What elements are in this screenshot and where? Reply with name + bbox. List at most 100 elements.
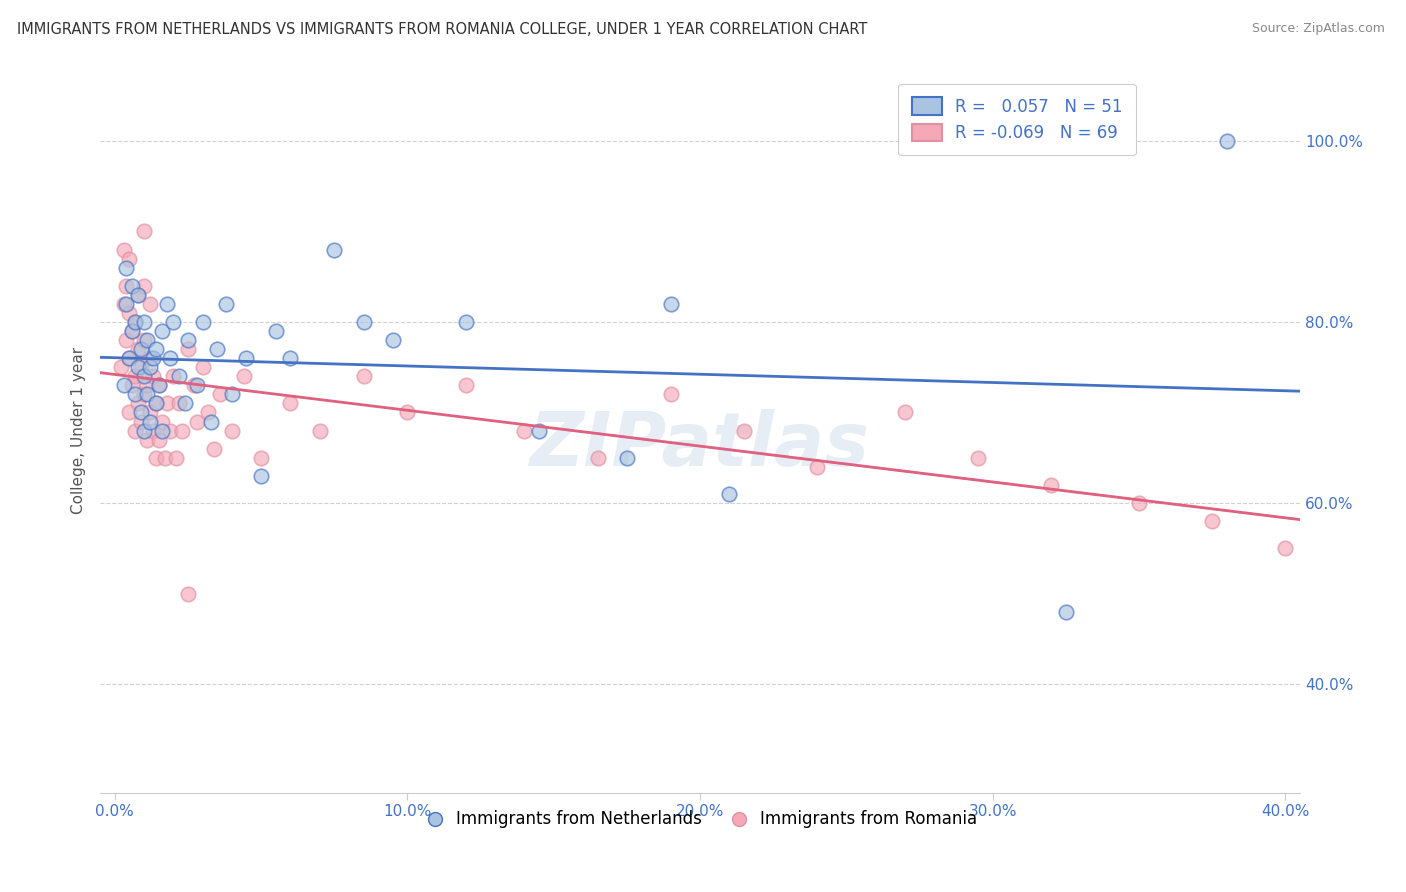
Y-axis label: College, Under 1 year: College, Under 1 year: [72, 347, 86, 514]
Point: [718, 487, 741, 501]
Point: [127, 396, 149, 410]
Point: [1216, 134, 1239, 148]
Point: [186, 378, 208, 392]
Point: [177, 586, 200, 600]
Point: [174, 396, 197, 410]
Point: [1054, 605, 1077, 619]
Point: [118, 351, 141, 366]
Point: [118, 405, 141, 419]
Point: [200, 415, 222, 429]
Point: [139, 415, 162, 429]
Point: [124, 315, 146, 329]
Point: [124, 387, 146, 401]
Point: [115, 333, 138, 347]
Point: [586, 450, 609, 465]
Point: [156, 396, 179, 410]
Point: [659, 387, 682, 401]
Point: [115, 260, 138, 275]
Point: [127, 288, 149, 302]
Point: [132, 369, 155, 384]
Point: [170, 424, 193, 438]
Point: [177, 333, 200, 347]
Point: [118, 306, 141, 320]
Text: IMMIGRANTS FROM NETHERLANDS VS IMMIGRANTS FROM ROMANIA COLLEGE, UNDER 1 YEAR COR: IMMIGRANTS FROM NETHERLANDS VS IMMIGRANT…: [17, 22, 868, 37]
Point: [177, 342, 200, 356]
Point: [132, 278, 155, 293]
Text: ZIPatlas: ZIPatlas: [530, 409, 870, 482]
Point: [197, 405, 219, 419]
Point: [139, 405, 162, 419]
Point: [115, 297, 138, 311]
Point: [167, 369, 190, 384]
Point: [136, 333, 159, 347]
Point: [308, 424, 330, 438]
Point: [112, 378, 135, 392]
Point: [513, 424, 536, 438]
Point: [139, 360, 162, 375]
Point: [142, 351, 165, 366]
Point: [1128, 496, 1150, 510]
Point: [264, 324, 287, 338]
Point: [148, 433, 170, 447]
Point: [115, 278, 138, 293]
Point: [136, 387, 159, 401]
Point: [167, 396, 190, 410]
Point: [353, 369, 375, 384]
Point: [139, 351, 162, 366]
Point: [323, 243, 346, 257]
Point: [215, 297, 238, 311]
Point: [118, 252, 141, 266]
Point: [159, 351, 181, 366]
Point: [142, 424, 165, 438]
Point: [659, 297, 682, 311]
Point: [353, 315, 375, 329]
Point: [616, 450, 638, 465]
Point: [145, 396, 167, 410]
Point: [127, 360, 149, 375]
Point: [221, 424, 243, 438]
Point: [454, 315, 477, 329]
Point: [118, 351, 141, 366]
Point: [124, 424, 146, 438]
Point: [148, 378, 170, 392]
Point: [733, 424, 755, 438]
Point: [112, 297, 135, 311]
Point: [396, 405, 419, 419]
Point: [454, 378, 477, 392]
Point: [110, 360, 132, 375]
Point: [162, 315, 184, 329]
Point: [121, 324, 143, 338]
Point: [1040, 478, 1063, 492]
Point: [250, 468, 273, 483]
Point: [145, 342, 167, 356]
Point: [806, 459, 828, 474]
Point: [183, 378, 205, 392]
Point: [145, 450, 167, 465]
Point: [967, 450, 990, 465]
Point: [145, 396, 167, 410]
Point: [136, 433, 159, 447]
Point: [136, 378, 159, 392]
Point: [235, 351, 257, 366]
Point: [132, 315, 155, 329]
Point: [132, 333, 155, 347]
Point: [121, 378, 143, 392]
Point: [132, 424, 155, 438]
Point: [250, 450, 273, 465]
Point: [148, 378, 170, 392]
Point: [202, 442, 225, 456]
Point: [129, 360, 152, 375]
Point: [381, 333, 404, 347]
Point: [280, 351, 302, 366]
Point: [527, 424, 550, 438]
Point: [159, 424, 181, 438]
Point: [186, 415, 208, 429]
Text: Source: ZipAtlas.com: Source: ZipAtlas.com: [1251, 22, 1385, 36]
Point: [1201, 514, 1223, 528]
Point: [894, 405, 917, 419]
Point: [191, 315, 214, 329]
Point: [150, 415, 173, 429]
Point: [209, 387, 232, 401]
Point: [112, 243, 135, 257]
Point: [132, 387, 155, 401]
